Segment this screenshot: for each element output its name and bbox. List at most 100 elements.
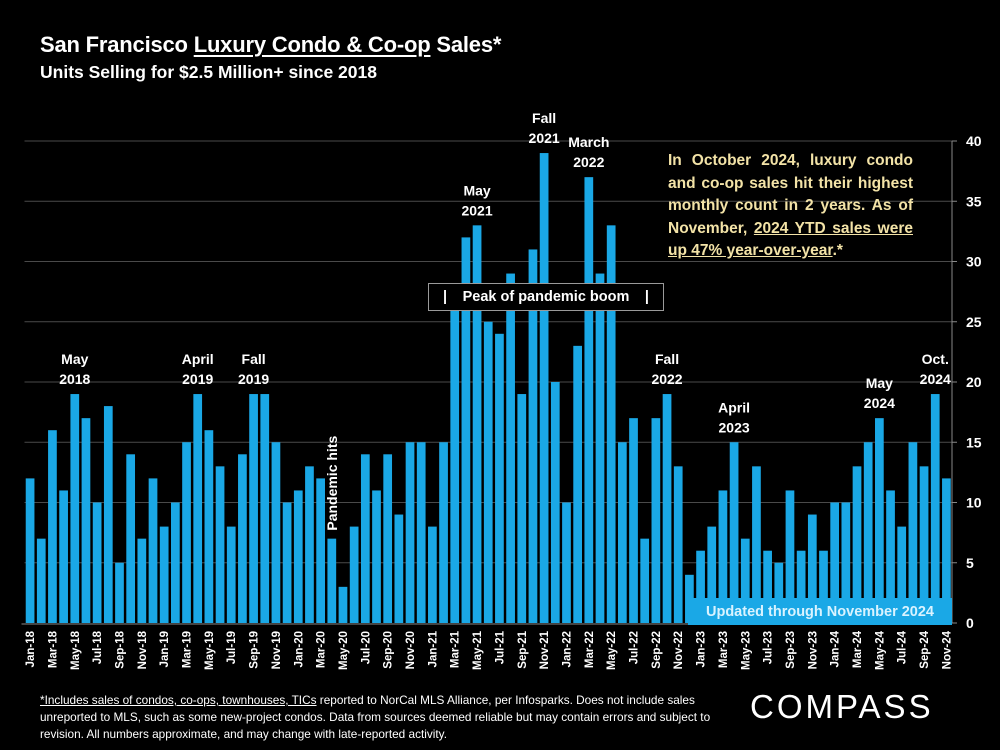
y-tick-label: 10: [966, 495, 982, 511]
bar-Dec-21: [550, 382, 560, 623]
annotation-label: 2024: [920, 371, 951, 387]
bar-Jan-19: [159, 526, 169, 623]
bar-May-21: [472, 225, 482, 623]
bar-Aug-23: [774, 562, 784, 623]
bar-Jun-19: [215, 466, 225, 623]
y-tick-label: 20: [966, 374, 982, 390]
bar-Aug-19: [238, 454, 247, 623]
x-tick-label: Jul-22: [629, 631, 641, 664]
bar-Oct-21: [528, 249, 538, 623]
x-tick-label: Nov-23: [807, 631, 819, 669]
x-tick-label: May-24: [874, 630, 886, 670]
x-tick-label: Nov-18: [137, 630, 149, 669]
bar-Sep-24: [919, 466, 929, 623]
y-tick-label: 40: [966, 133, 982, 149]
bars: [25, 153, 951, 624]
bar-Jun-22: [617, 442, 627, 623]
bar-Jul-22: [629, 418, 638, 623]
x-tick-label: Nov-19: [271, 631, 283, 669]
peak-right-bar: |: [644, 289, 649, 305]
footnote-rest: reported to NorCal MLS Alliance, per Inf…: [40, 693, 711, 741]
bar-Feb-24: [841, 502, 851, 623]
x-tick-label: Sep-20: [383, 631, 395, 669]
bar-May-18: [70, 394, 80, 623]
title-text: San Francisco: [40, 32, 194, 57]
x-tick-label: Jul-20: [360, 631, 372, 664]
callout-text: In October 2024, luxury condo and co-op …: [668, 150, 913, 263]
x-tick-label: Mar-22: [584, 631, 596, 668]
bar-Aug-22: [640, 538, 650, 623]
x-tick-label: Mar-20: [316, 631, 328, 668]
bar-Feb-23: [707, 526, 717, 623]
bar-Jan-20: [293, 490, 303, 623]
annotation-label: March: [568, 134, 609, 150]
y-tick-label: 35: [966, 193, 982, 209]
bar-Feb-19: [171, 502, 180, 623]
annotation-label: May: [866, 375, 893, 391]
bar-Feb-18: [36, 538, 46, 623]
bar-Nov-22: [673, 466, 683, 623]
annotation-label: 2021: [529, 130, 560, 146]
x-tick-label: Jan-20: [293, 631, 305, 667]
bar-May-24: [875, 418, 884, 623]
bar-Nov-24: [942, 478, 951, 623]
bar-Jun-24: [886, 490, 895, 623]
bar-Jun-21: [483, 321, 493, 623]
bar-Apr-21: [461, 237, 471, 623]
annotation-label: 2023: [719, 419, 750, 435]
annotation-label: Fall: [655, 351, 679, 367]
compass-logo: COMPASS: [750, 688, 934, 725]
bar-Jan-18: [25, 478, 35, 623]
x-tick-label: May-21: [472, 630, 484, 670]
bar-Aug-21: [506, 273, 515, 623]
x-tick-label: Nov-21: [539, 630, 551, 669]
chart-subtitle: Units Selling for $2.5 Million+ since 20…: [40, 62, 377, 82]
bar-Feb-21: [439, 442, 448, 623]
y-axis: 0 5 10 15 20 25 30 35 40: [951, 133, 982, 631]
x-tick-label: Nov-24: [941, 630, 953, 669]
bar-Aug-24: [908, 442, 918, 623]
annotation-label: 2024: [864, 395, 895, 411]
x-tick-label: Jul-19: [226, 631, 238, 664]
bar-Jan-21: [428, 526, 437, 623]
bar-Jul-20: [360, 454, 370, 623]
x-tick-label: Jan-24: [830, 630, 842, 667]
x-tick-label: Jan-23: [696, 631, 708, 667]
bar-Mar-23: [718, 490, 728, 623]
peak-annotation-box: | Peak of pandemic boom |: [428, 283, 664, 311]
bar-Feb-22: [573, 345, 583, 623]
bar-Nov-20: [405, 442, 415, 623]
x-tick-label: Mar-23: [718, 631, 730, 668]
bar-Jul-21: [495, 333, 504, 623]
annotations: May 2018 April 2019 Fall 2019 Pandemic hits May…: [59, 110, 951, 531]
x-tick-label: Sep-21: [517, 630, 529, 668]
x-tick-label: Sep-19: [249, 631, 261, 669]
x-tick-label: Mar-24: [852, 630, 864, 668]
annotation-label: April: [718, 399, 750, 415]
bar-Jul-19: [226, 526, 236, 623]
bar-Jul-18: [92, 502, 102, 623]
bar-Oct-22: [662, 394, 672, 623]
x-tick-label: May-19: [204, 631, 216, 670]
bar-Sep-18: [115, 562, 124, 623]
bar-Dec-20: [416, 442, 426, 623]
x-tick-label: Sep-18: [114, 630, 126, 668]
footnote: *Includes sales of condos, co-ops, townh…: [40, 692, 740, 743]
bar-May-23: [740, 538, 750, 623]
bar-Jun-20: [349, 526, 359, 623]
x-tick-label: May-20: [338, 631, 350, 670]
bar-Nov-21: [539, 153, 549, 624]
bar-Oct-19: [260, 394, 270, 623]
x-tick-label: Jul-18: [92, 630, 104, 664]
x-axis: Jan-18 Mar-18 May-18 Jul-18 Sep-18 Nov-18 Jan-…: [21, 623, 953, 670]
x-tick-label: Mar-21: [450, 630, 462, 668]
bar-Sep-20: [383, 454, 393, 623]
bar-Sep-19: [249, 394, 258, 623]
bar-Jul-24: [897, 526, 907, 623]
x-tick-label: Jul-24: [897, 630, 909, 664]
bar-Jul-23: [763, 550, 772, 623]
title-underlined-text: Luxury Condo & Co-op: [193, 32, 431, 57]
x-tick-label: Jan-19: [159, 631, 171, 667]
y-tick-label: 5: [966, 555, 974, 571]
peak-left-bar: |: [443, 289, 448, 305]
